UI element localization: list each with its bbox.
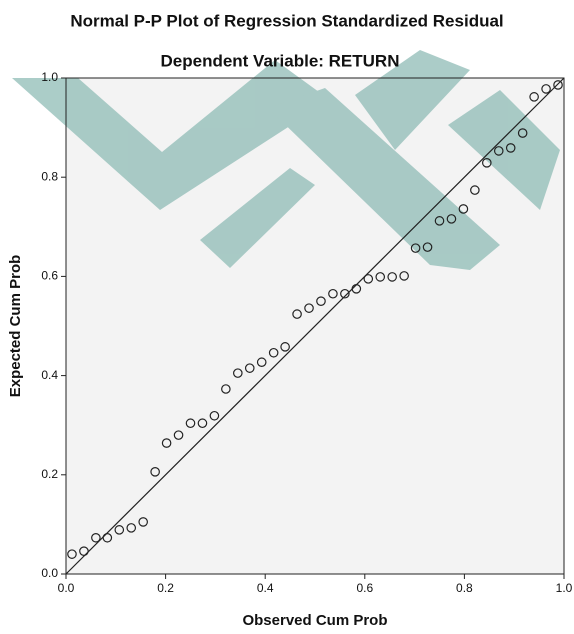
- chart-title: Normal P-P Plot of Regression Standardiz…: [70, 11, 503, 30]
- y-axis-label: Expected Cum Prob: [7, 255, 24, 398]
- x-tick-label: 0.8: [456, 581, 473, 595]
- x-tick-label: 0.6: [356, 581, 373, 595]
- point: [114, 525, 125, 535]
- x-tick-label: 0.0: [58, 581, 75, 595]
- point: [375, 272, 386, 282]
- point: [209, 410, 220, 421]
- point: [517, 128, 528, 138]
- point: [446, 214, 457, 224]
- point: [233, 368, 243, 378]
- y-tick-label: 0.8: [41, 169, 58, 183]
- plot-frame: [65, 77, 565, 575]
- x-tick-label: 0.2: [157, 581, 174, 595]
- point: [422, 242, 433, 252]
- point: [505, 143, 516, 153]
- point: [351, 283, 362, 294]
- x-axis-label: Observed Cum Prob: [242, 612, 387, 629]
- point: [458, 204, 469, 214]
- x-tick-label: 1.0: [556, 581, 573, 595]
- point: [340, 288, 350, 299]
- chart-subtitle: Dependent Variable: RETURN: [161, 51, 400, 70]
- point: [410, 243, 421, 253]
- point: [256, 357, 267, 368]
- point: [399, 271, 409, 281]
- point: [482, 158, 492, 168]
- y-tick-label: 0.0: [41, 566, 58, 580]
- reference-line: [65, 77, 565, 575]
- point: [387, 272, 397, 282]
- x-tick-label: 0.4: [257, 581, 274, 595]
- point: [126, 523, 137, 533]
- point: [67, 549, 77, 559]
- y-tick-label: 0.4: [41, 368, 58, 382]
- point: [244, 363, 255, 373]
- point: [553, 80, 563, 90]
- point: [363, 274, 374, 284]
- point: [197, 418, 208, 429]
- point: [185, 418, 196, 429]
- point: [304, 303, 314, 313]
- point: [268, 347, 279, 358]
- point: [529, 92, 539, 102]
- point: [91, 532, 101, 543]
- y-tick-label: 0.2: [41, 467, 58, 481]
- y-tick-label: 1.0: [41, 70, 58, 84]
- point: [493, 146, 504, 156]
- point: [292, 309, 302, 319]
- y-tick-label: 0.6: [41, 269, 58, 283]
- point: [470, 185, 480, 195]
- point: [138, 517, 148, 527]
- point: [102, 532, 113, 543]
- point: [541, 84, 551, 94]
- point: [328, 288, 338, 299]
- point: [434, 216, 445, 226]
- point: [150, 467, 160, 477]
- point: [79, 546, 89, 556]
- point: [280, 342, 290, 352]
- point: [221, 384, 231, 394]
- point: [316, 296, 326, 306]
- point: [161, 438, 172, 448]
- point: [173, 430, 184, 440]
